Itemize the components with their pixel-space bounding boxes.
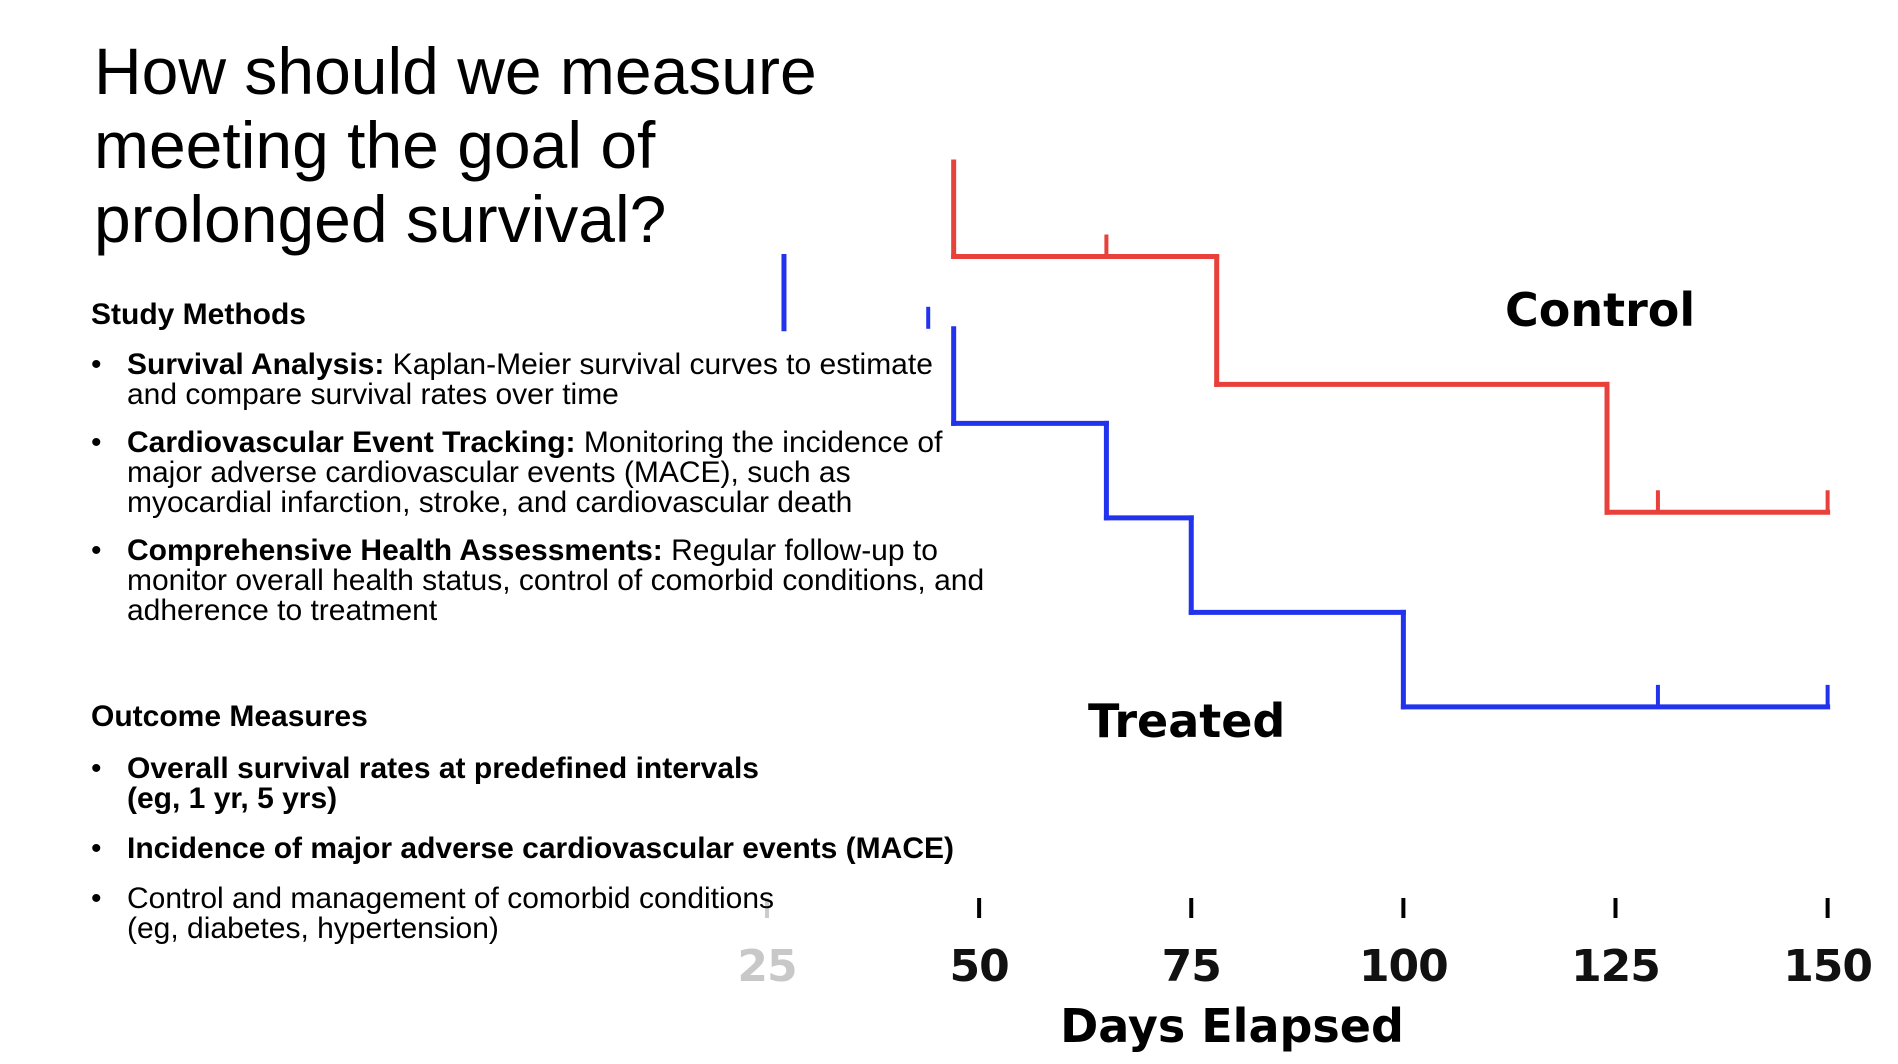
x-axis-label: Days Elapsed [1060, 999, 1404, 1053]
outcome-measures-heading: Outcome Measures [91, 700, 368, 733]
slide-title: How should we measure meeting the goal o… [94, 34, 817, 256]
x-tick-label: 50 [950, 941, 1009, 992]
series-label-control: Control [1505, 283, 1695, 337]
x-tick-label: 25 [737, 941, 796, 992]
list-item: Survival Analysis: Kaplan-Meier survival… [91, 350, 991, 410]
study-methods-heading: Study Methods [91, 298, 306, 331]
item-bold: Overall survival rates at predefined int… [127, 752, 759, 815]
x-tick-label: 100 [1359, 941, 1448, 992]
item-bold: Cardiovascular Event Tracking: [127, 426, 576, 459]
item-text: Control and management of comorbid condi… [127, 882, 775, 945]
outcome-measures-list: Overall survival rates at predefined int… [91, 754, 954, 944]
list-item: Overall survival rates at predefined int… [91, 754, 811, 814]
item-bold: Comprehensive Health Assessments: [127, 534, 663, 567]
list-item: Comprehensive Health Assessments: Regula… [91, 536, 991, 626]
x-tick-label: 75 [1162, 941, 1221, 992]
list-item: Incidence of major adverse cardiovascula… [91, 832, 1127, 865]
x-tick-label: 150 [1783, 941, 1872, 992]
item-bold: Survival Analysis: [127, 348, 385, 381]
item-bold: Incidence of major adverse cardiovascula… [127, 832, 954, 865]
list-item: Cardiovascular Event Tracking: Monitorin… [91, 428, 991, 518]
list-item: Control and management of comorbid condi… [91, 884, 811, 944]
item-text: Regular follow-up to monitor overall hea… [127, 534, 985, 627]
x-tick-label: 125 [1571, 941, 1660, 992]
item-text: Kaplan-Meier survival curves to estimate… [127, 348, 933, 411]
series-label-treated: Treated [1088, 694, 1285, 748]
item-text: Monitoring the incidence of major advers… [127, 426, 943, 519]
study-methods-list: Survival Analysis: Kaplan-Meier survival… [91, 350, 991, 626]
